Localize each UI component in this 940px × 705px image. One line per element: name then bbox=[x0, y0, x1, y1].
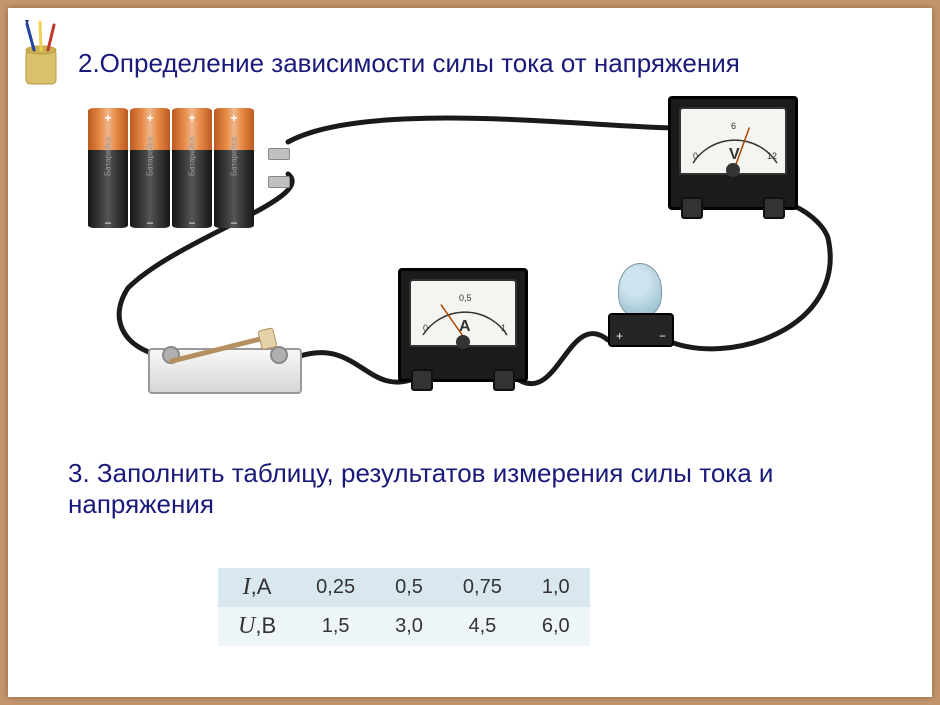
results-table: I,А 0,25 0,5 0,75 1,0 U,В 1,5 3,0 4,5 6,… bbox=[218, 568, 590, 646]
battery-terminals bbox=[268, 132, 290, 204]
battery-cell: Батарейка bbox=[214, 108, 254, 228]
battery-cell: Батарейка bbox=[130, 108, 170, 228]
cell: 3,0 bbox=[375, 607, 443, 646]
cell: 1,0 bbox=[522, 568, 590, 607]
circuit-diagram: Батарейка Батарейка Батарейка Батарейка bbox=[68, 108, 868, 438]
battery-pack: Батарейка Батарейка Батарейка Батарейка bbox=[88, 108, 258, 228]
slide: 2.Определение зависимости силы тока от н… bbox=[8, 8, 932, 697]
light-bulb bbox=[588, 263, 688, 383]
battery-cell: Батарейка bbox=[172, 108, 212, 228]
instruction-text: 3. Заполнить таблицу, результатов измере… bbox=[68, 458, 902, 520]
cell: 0,5 bbox=[375, 568, 443, 607]
svg-text:V: V bbox=[729, 146, 740, 163]
svg-text:0: 0 bbox=[423, 323, 428, 333]
cell: 0,75 bbox=[443, 568, 522, 607]
knife-switch bbox=[148, 348, 302, 394]
svg-text:6: 6 bbox=[731, 121, 736, 131]
pencil-cup-icon bbox=[16, 20, 66, 90]
current-symbol: I bbox=[243, 574, 251, 600]
table-row: U,В 1,5 3,0 4,5 6,0 bbox=[218, 607, 590, 646]
svg-text:1: 1 bbox=[501, 323, 506, 333]
svg-text:0,5: 0,5 bbox=[459, 293, 472, 303]
ammeter: 0 0,5 1 A bbox=[398, 268, 528, 382]
voltage-symbol: U bbox=[238, 613, 255, 639]
battery-cell: Батарейка bbox=[88, 108, 128, 228]
table-row: I,А 0,25 0,5 0,75 1,0 bbox=[218, 568, 590, 607]
svg-text:0: 0 bbox=[693, 151, 698, 161]
section-title: 2.Определение зависимости силы тока от н… bbox=[78, 48, 902, 79]
cell: 1,5 bbox=[296, 607, 375, 646]
voltmeter: 0 6 12 V bbox=[668, 96, 798, 210]
cell: 4,5 bbox=[443, 607, 522, 646]
cell: 6,0 bbox=[522, 607, 590, 646]
cell: 0,25 bbox=[296, 568, 375, 607]
svg-text:12: 12 bbox=[767, 151, 777, 161]
